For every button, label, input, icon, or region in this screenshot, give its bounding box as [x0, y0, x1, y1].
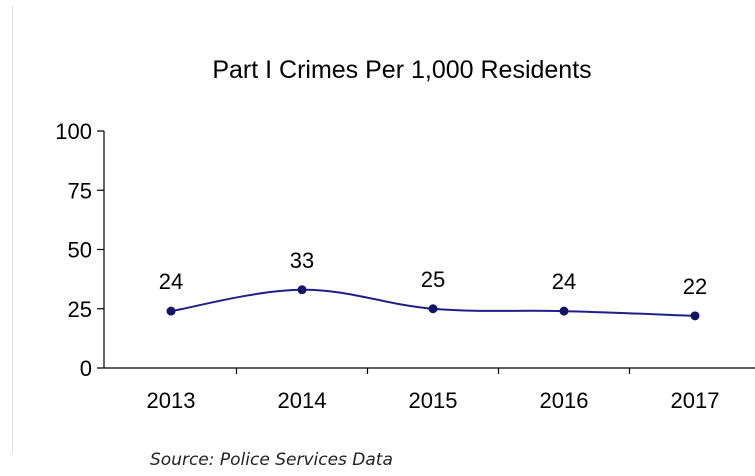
x-tick-label: 2017 — [671, 388, 720, 413]
frame-border — [12, 6, 13, 454]
line-chart: Part I Crimes Per 1,000 Residents 0 25 50 7… — [55, 56, 755, 413]
y-tick-label: 75 — [68, 178, 92, 203]
data-label: 25 — [421, 267, 445, 292]
x-tick-label: 2014 — [278, 388, 327, 413]
source-note: Source: Police Services Data — [150, 450, 393, 470]
x-tick-label: 2016 — [540, 388, 589, 413]
x-axis-ticks: 2013 2014 2015 2016 2017 — [147, 368, 720, 413]
data-point — [690, 311, 700, 321]
data-point — [166, 306, 176, 316]
data-point — [428, 304, 438, 314]
data-point — [559, 306, 569, 316]
chart-title: Part I Crimes Per 1,000 Residents — [212, 56, 591, 84]
data-point — [297, 285, 307, 295]
y-tick-label: 100 — [55, 119, 92, 144]
y-tick-label: 0 — [80, 356, 92, 381]
data-label: 22 — [683, 274, 707, 299]
data-label: 24 — [159, 269, 183, 294]
data-label: 33 — [290, 248, 314, 273]
data-points — [166, 285, 700, 321]
y-axis-ticks: 0 25 50 75 100 — [55, 119, 104, 381]
data-label: 24 — [552, 269, 576, 294]
x-tick-label: 2015 — [409, 388, 458, 413]
y-tick-label: 25 — [68, 297, 92, 322]
y-tick-label: 50 — [68, 238, 92, 263]
data-labels: 24 33 25 24 22 — [159, 248, 707, 299]
x-tick-label: 2013 — [147, 388, 196, 413]
